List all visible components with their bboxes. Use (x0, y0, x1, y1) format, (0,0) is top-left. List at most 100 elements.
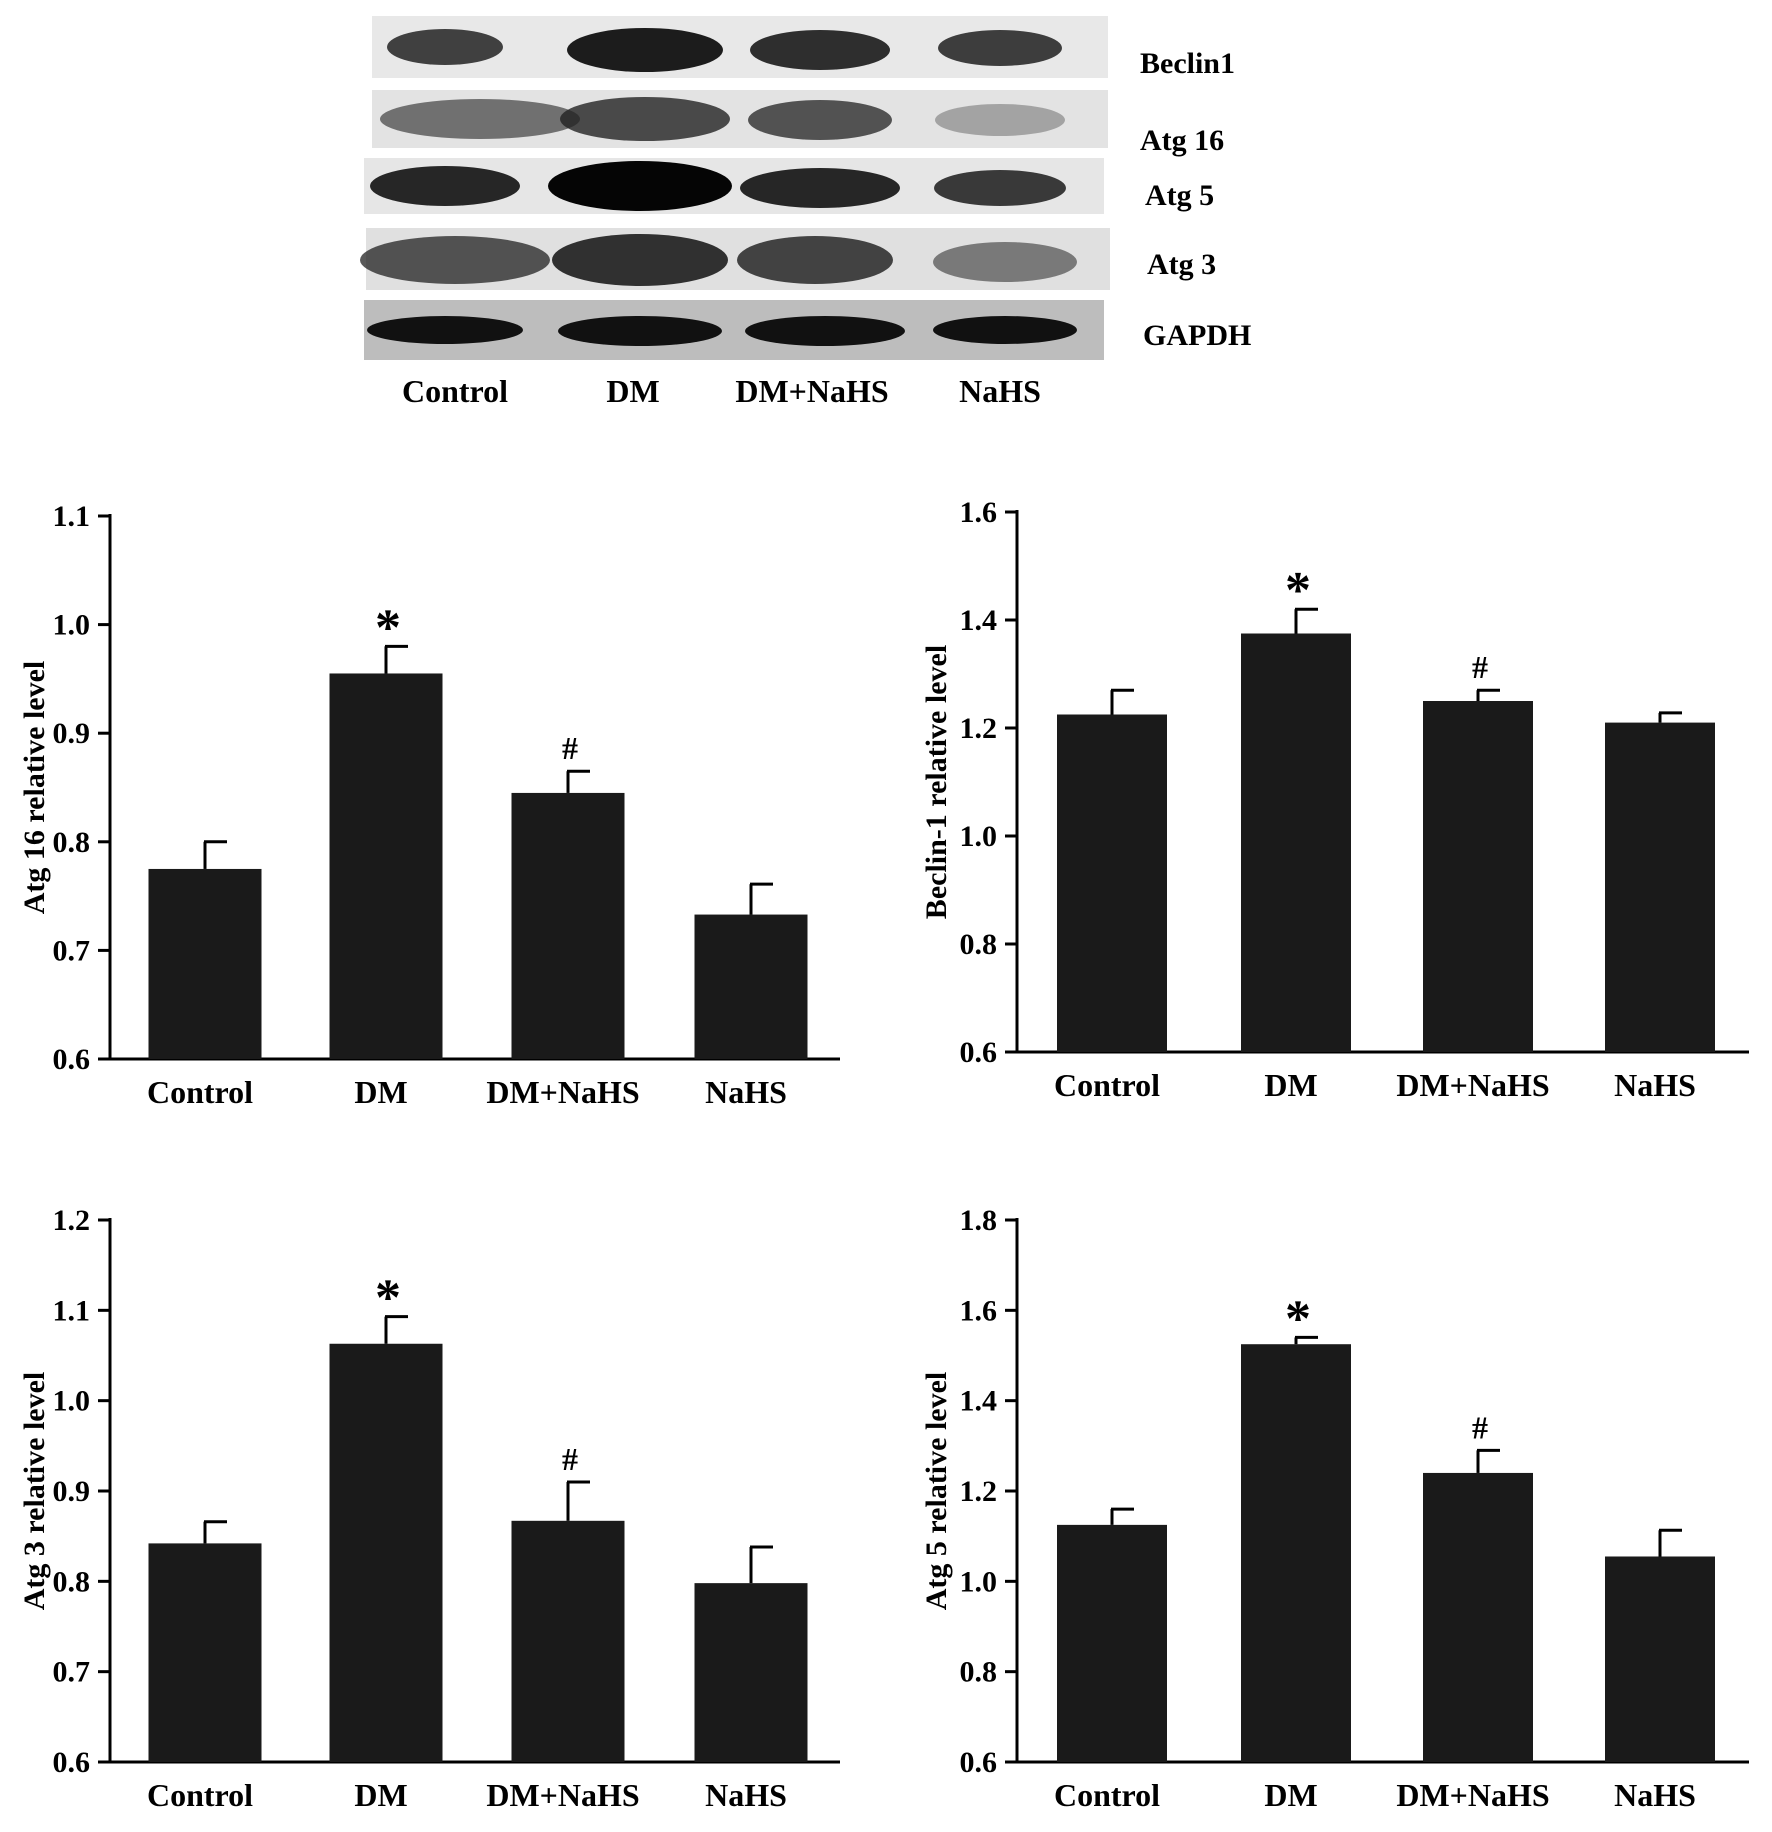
y-tick-label: 1.0 (53, 609, 91, 642)
y-tick-label: 1.4 (960, 604, 998, 637)
x-tick-label: DM (1264, 1067, 1317, 1103)
blot-band (745, 316, 905, 346)
x-tick-label: DM (354, 1777, 407, 1813)
blot-band (748, 100, 892, 140)
blot-row: Atg 16 (372, 90, 1224, 157)
y-tick-label: 0.8 (53, 1565, 91, 1598)
bar (511, 792, 625, 1059)
x-tick-label: Control (1054, 1067, 1160, 1103)
blot-label-gapdh: GAPDH (1143, 319, 1251, 352)
bar (1057, 714, 1167, 1052)
y-tick-label: 1.0 (53, 1385, 91, 1418)
blot-lane-label-dm-nahs: DM+NaHS (735, 373, 888, 409)
blot-lane-label-dm: DM (606, 373, 659, 409)
significance-hash: # (562, 730, 578, 766)
bar-charts: 0.6 0.7 0.8 0.9 1.0 1.1 Atg 16 relative level C… (18, 496, 1749, 1813)
chart-top-right: 0.6 0.8 1.0 1.2 1.4 1.6 Beclin-1 relative leve… (920, 496, 1749, 1103)
y-axis-label: Beclin-1 relative level (920, 645, 953, 919)
bar (329, 1343, 443, 1762)
y-tick-label: 0.7 (53, 1656, 91, 1689)
x-tick-label: NaHS (705, 1074, 787, 1110)
y-tick-label: 0.8 (960, 1656, 998, 1689)
significance-asterisk: * (1285, 1290, 1311, 1347)
blot-band (548, 161, 732, 211)
x-tick-label: DM+NaHS (1396, 1777, 1549, 1813)
bar (148, 868, 262, 1059)
blot-label-atg3: Atg 3 (1147, 248, 1216, 281)
y-tick-label: 1.4 (960, 1385, 998, 1418)
bar (694, 914, 808, 1059)
bar (329, 673, 443, 1059)
blot-band (567, 28, 723, 72)
y-axis-label: Atg 16 relative level (18, 661, 51, 915)
blot-band (933, 242, 1077, 282)
x-tick-label: NaHS (1614, 1067, 1696, 1103)
y-tick-label: 1.8 (960, 1204, 998, 1237)
y-tick-label: 0.6 (53, 1043, 91, 1076)
significance-hash: # (562, 1441, 578, 1477)
y-tick-label: 1.2 (960, 712, 998, 745)
blot-label-beclin1: Beclin1 (1140, 47, 1235, 80)
y-tick-label: 0.6 (960, 1746, 998, 1779)
x-tick-label: Control (147, 1777, 253, 1813)
x-tick-label: DM (354, 1074, 407, 1110)
blot-band (552, 234, 728, 286)
blot-lane-label-nahs: NaHS (959, 373, 1041, 409)
significance-hash: # (1472, 1409, 1488, 1445)
y-tick-label: 1.1 (53, 1294, 91, 1327)
y-tick-label: 1.1 (53, 500, 91, 533)
significance-asterisk: * (1285, 562, 1311, 619)
blot-band (387, 29, 503, 65)
bar (1423, 1472, 1533, 1762)
x-tick-label: Control (1054, 1777, 1160, 1813)
y-tick-label: 1.2 (53, 1204, 91, 1237)
y-tick-label: 1.2 (960, 1475, 998, 1508)
blot-label-atg16: Atg 16 (1140, 124, 1224, 157)
blot-row: Beclin1 (372, 16, 1235, 80)
y-axis-label: Atg 5 relative level (920, 1372, 953, 1611)
blot-row: GAPDH (364, 300, 1251, 360)
y-tick-label: 1.0 (960, 1565, 998, 1598)
bar (1057, 1524, 1167, 1762)
chart-bottom-left: 0.6 0.7 0.8 0.9 1.0 1.1 1.2 Atg 3 relative leve… (18, 1204, 840, 1813)
blot-band (737, 236, 893, 284)
blot-band (560, 97, 730, 141)
blot-band (370, 166, 520, 206)
blot-row: Atg 3 (360, 228, 1216, 290)
blot-band (360, 236, 550, 284)
y-tick-label: 1.0 (960, 820, 998, 853)
y-tick-label: 1.6 (960, 496, 998, 529)
bar (1241, 1344, 1351, 1762)
significance-hash: # (1472, 649, 1488, 685)
x-tick-label: DM (1264, 1777, 1317, 1813)
y-tick-label: 0.9 (53, 717, 91, 750)
y-axis-label: Atg 3 relative level (18, 1372, 51, 1611)
blot-band (380, 99, 580, 139)
bar (1241, 633, 1351, 1052)
y-tick-label: 0.8 (960, 928, 998, 961)
bar (148, 1543, 262, 1762)
bar (1605, 722, 1715, 1052)
y-tick-label: 0.8 (53, 826, 91, 859)
blot-band (367, 316, 523, 344)
blot-lane-label-control: Control (402, 373, 508, 409)
x-tick-label: DM+NaHS (486, 1777, 639, 1813)
blot-band (935, 104, 1065, 136)
blot-band (933, 316, 1077, 344)
blot-label-atg5: Atg 5 (1145, 179, 1214, 212)
western-blot: Beclin1 Atg 16 Atg 5 Atg 3 (360, 16, 1251, 409)
y-tick-label: 0.6 (53, 1746, 91, 1779)
blot-band (938, 30, 1062, 66)
blot-band (558, 316, 722, 346)
y-tick-label: 0.9 (53, 1475, 91, 1508)
y-tick-label: 1.6 (960, 1294, 998, 1327)
blot-band (740, 168, 900, 208)
chart-bottom-right: 0.6 0.8 1.0 1.2 1.4 1.6 1.8 Atg 5 relative leve… (920, 1204, 1749, 1813)
bar (511, 1520, 625, 1762)
bar (694, 1583, 808, 1762)
x-tick-label: DM+NaHS (1396, 1067, 1549, 1103)
x-tick-label: Control (147, 1074, 253, 1110)
chart-top-left: 0.6 0.7 0.8 0.9 1.0 1.1 Atg 16 relative level C… (18, 500, 840, 1110)
bar (1423, 701, 1533, 1052)
blot-lane-labels: Control DM DM+NaHS NaHS (402, 373, 1041, 409)
